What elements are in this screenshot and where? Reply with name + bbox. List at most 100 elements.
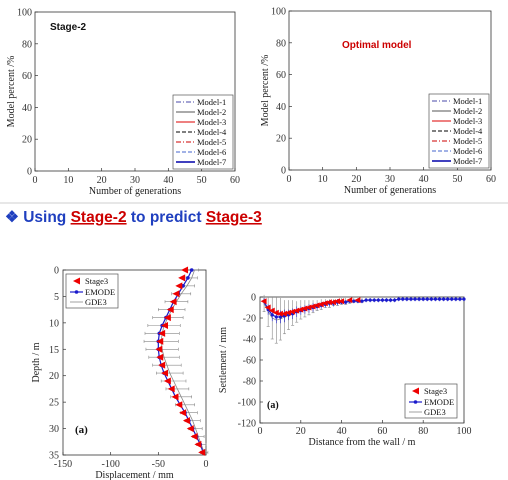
emode-point bbox=[360, 299, 364, 303]
stage3-point bbox=[317, 301, 324, 308]
stage3-point bbox=[198, 448, 206, 456]
chart-annotation: Optimal model bbox=[342, 40, 412, 51]
y-axis-label: Model percent /% bbox=[6, 56, 17, 128]
y-tick-label: 20 bbox=[22, 135, 32, 146]
x-tick-label: 100 bbox=[457, 426, 472, 437]
stage3-point bbox=[169, 298, 177, 306]
legend-label-model-7: Model-7 bbox=[197, 157, 226, 167]
x-axis-label: Distance from the wall / m bbox=[309, 437, 416, 448]
emode-point bbox=[364, 298, 368, 302]
stage3-point bbox=[161, 369, 169, 377]
legend-marker-emode bbox=[74, 290, 79, 294]
emode-point bbox=[433, 297, 438, 301]
emode-point bbox=[417, 297, 421, 301]
emode-point bbox=[425, 297, 429, 301]
plot-frame bbox=[62, 269, 207, 456]
emode-point bbox=[352, 299, 356, 303]
x-tick-label: 30 bbox=[385, 174, 395, 185]
legend-label-model-1: Model-1 bbox=[453, 96, 482, 106]
emode-point bbox=[401, 297, 405, 301]
x-tick-label: 40 bbox=[163, 175, 173, 186]
x-tick-label: 0 bbox=[33, 175, 38, 186]
chart-optimal-model-percent: 0 10 20 30 40 50 60 0 20 40 60 80 100 Number of gener… bbox=[260, 7, 496, 197]
emode-point bbox=[458, 297, 462, 301]
legend-label-emode: EMODE bbox=[424, 397, 454, 407]
emode-point bbox=[388, 298, 393, 302]
x-tick-label: 50 bbox=[452, 174, 462, 185]
stage3-point bbox=[155, 345, 163, 353]
stage3-point bbox=[175, 282, 183, 290]
x-tick-label: 40 bbox=[337, 426, 347, 437]
emode-point bbox=[372, 298, 376, 302]
emode-point bbox=[344, 300, 348, 304]
y-tick-label: -40 bbox=[243, 335, 256, 346]
emode-point bbox=[376, 298, 380, 302]
stage3-point bbox=[158, 361, 166, 369]
legend-label-model-5: Model-5 bbox=[197, 137, 226, 147]
x-axis-label: Number of generations bbox=[89, 186, 181, 197]
legend-label-model-6: Model-6 bbox=[453, 146, 482, 156]
x-tick-label: 80 bbox=[418, 426, 428, 437]
stage3-point bbox=[334, 298, 341, 305]
y-tick-label: 20 bbox=[276, 134, 286, 145]
y-tick-label: -80 bbox=[243, 377, 256, 388]
panel-label: (a) bbox=[75, 424, 88, 436]
emode-point bbox=[397, 297, 401, 301]
x-tick-label: 0 bbox=[287, 174, 292, 185]
emode-point bbox=[409, 297, 413, 301]
y-tick-label: 20 bbox=[49, 371, 59, 382]
legend-label-model-6: Model-6 bbox=[197, 147, 226, 157]
y-tick-label: 60 bbox=[22, 71, 32, 82]
y-tick-label: 100 bbox=[271, 7, 286, 18]
legend-label-gde3: GDE3 bbox=[424, 407, 446, 417]
stage3-point bbox=[272, 309, 279, 316]
stage3-point bbox=[276, 310, 283, 317]
stage3-point bbox=[297, 306, 304, 313]
x-tick-label: 40 bbox=[419, 174, 429, 185]
y-axis-label: Settlement / mm bbox=[218, 327, 229, 393]
y-tick-label: 40 bbox=[276, 102, 286, 113]
y-tick-label: 0 bbox=[54, 266, 59, 277]
x-tick-label: 10 bbox=[318, 174, 328, 185]
stage3-point bbox=[305, 304, 312, 311]
stage3-point bbox=[285, 309, 292, 316]
x-tick-label: 10 bbox=[63, 175, 73, 186]
y-tick-label: 60 bbox=[276, 70, 286, 81]
stage3-point bbox=[293, 307, 300, 314]
emode-point bbox=[380, 298, 384, 302]
stage3-point bbox=[301, 305, 308, 312]
y-tick-label: 0 bbox=[281, 166, 286, 177]
legend-label-model-7: Model-7 bbox=[453, 156, 482, 166]
stage3-point bbox=[338, 298, 345, 305]
chart-depth-displacement: -150 -100 -50 0 0 5 10 15 20 25 30 35 Displacement /… bbox=[31, 266, 209, 480]
emode-point bbox=[368, 298, 372, 302]
x-tick-label: 60 bbox=[230, 175, 240, 186]
emode-point bbox=[270, 313, 274, 317]
x-tick-label: 50 bbox=[197, 175, 207, 186]
heading-prefix: ❖ Using bbox=[5, 209, 71, 226]
x-axis-label: Number of generations bbox=[344, 185, 436, 196]
emode-point bbox=[462, 297, 466, 301]
legend-label-stage3: Stage3 bbox=[424, 386, 447, 396]
gde3-line bbox=[160, 269, 205, 453]
y-tick-label: 100 bbox=[17, 8, 32, 19]
x-tick-label: 20 bbox=[351, 174, 361, 185]
emode-point bbox=[442, 297, 446, 301]
stage3-point bbox=[354, 297, 361, 304]
stage3-point bbox=[171, 393, 179, 401]
y-tick-label: 10 bbox=[49, 318, 59, 329]
chart-stage2-model-percent: 0 10 20 30 40 50 60 0 20 40 60 80 100 Number of gener… bbox=[6, 8, 240, 198]
y-tick-label: 35 bbox=[49, 451, 59, 462]
legend-label-gde3: GDE3 bbox=[85, 297, 107, 307]
stage3-point bbox=[158, 329, 166, 337]
y-axis-label: Model percent /% bbox=[260, 55, 271, 127]
emode-point bbox=[429, 297, 433, 301]
heading-middle: to predict bbox=[127, 209, 206, 226]
stage3-point bbox=[161, 322, 169, 329]
x-tick-label: 20 bbox=[296, 426, 306, 437]
x-tick-label: 60 bbox=[486, 174, 496, 185]
x-tick-label: 0 bbox=[258, 426, 263, 437]
stage3-point bbox=[163, 314, 171, 322]
legend-label-model-5: Model-5 bbox=[453, 136, 482, 146]
